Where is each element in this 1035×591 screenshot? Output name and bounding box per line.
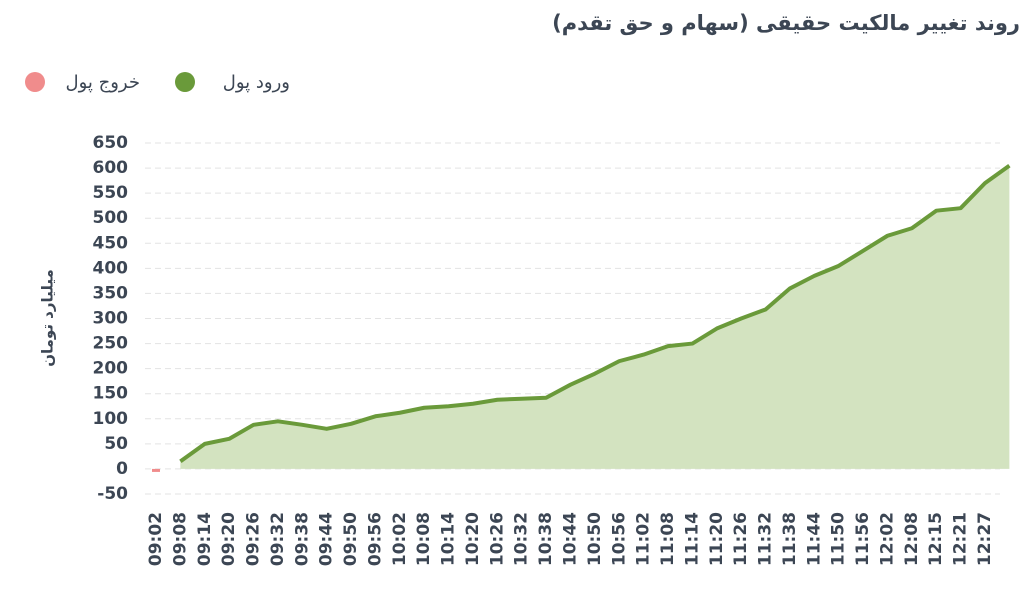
x-tick-label: 09:08 <box>170 512 190 566</box>
y-axis-label: میلیارد تومان <box>39 269 57 367</box>
y-tick-label: 0 <box>116 459 128 479</box>
y-tick-label: 350 <box>93 283 129 303</box>
y-tick-label: 450 <box>93 233 129 253</box>
x-tick-label: 10:56 <box>609 512 629 566</box>
x-tick-label: 11:14 <box>682 512 702 566</box>
x-tick-label: 09:02 <box>146 512 166 566</box>
x-tick-label: 11:38 <box>780 512 800 566</box>
chart-title: روند تغییر مالکیت حقیقی (سهام و حق تقدم) <box>552 11 1020 35</box>
legend-marker <box>175 72 195 92</box>
x-tick-label: 10:44 <box>561 512 581 566</box>
x-tick-label: 12:08 <box>902 512 922 566</box>
x-tick-label: 10:08 <box>414 512 434 566</box>
x-tick-label: 10:20 <box>463 512 483 566</box>
x-tick-label: 11:44 <box>804 512 824 566</box>
y-tick-label: 250 <box>93 334 129 354</box>
x-tick-label: 10:02 <box>390 512 410 566</box>
x-tick-label: 09:14 <box>195 512 215 566</box>
x-tick-label: 12:02 <box>877 512 897 566</box>
x-tick-label: 12:15 <box>926 512 946 566</box>
legend-label: ورود پول <box>223 72 290 93</box>
y-tick-label: 300 <box>93 309 129 329</box>
x-tick-label: 09:20 <box>219 512 239 566</box>
x-tick-label: 12:21 <box>951 512 971 566</box>
y-tick-label: 500 <box>93 208 129 228</box>
x-tick-label: 11:56 <box>853 512 873 566</box>
x-tick-label: 12:27 <box>975 512 995 566</box>
x-tick-label: 09:26 <box>244 512 264 566</box>
x-tick-label: 10:50 <box>585 512 605 566</box>
x-tick-label: 10:26 <box>487 512 507 566</box>
legend-marker <box>25 72 45 92</box>
x-tick-label: 09:50 <box>341 512 361 566</box>
y-tick-label: 550 <box>93 183 129 203</box>
x-tick-label: 11:50 <box>829 512 849 566</box>
legend-label: خروج پول <box>66 72 140 93</box>
x-tick-label: 11:08 <box>658 512 678 566</box>
y-tick-label: 400 <box>93 258 129 278</box>
x-tick-label: 10:14 <box>439 512 459 566</box>
x-tick-label: 09:32 <box>268 512 288 566</box>
y-tick-label: 50 <box>104 434 128 454</box>
x-tick-label: 09:56 <box>365 512 385 566</box>
area-point <box>152 468 160 472</box>
line <box>179 163 1011 464</box>
area-fill <box>180 165 1010 469</box>
x-tick-label: 11:26 <box>731 512 751 566</box>
y-tick-label: 600 <box>93 158 129 178</box>
y-tick-label: 150 <box>93 384 129 404</box>
x-tick-label: 10:38 <box>536 512 556 566</box>
x-tick-label: 09:38 <box>292 512 312 566</box>
y-tick-label: 650 <box>93 133 129 153</box>
x-tick-label: 10:32 <box>512 512 532 566</box>
y-tick-label: 100 <box>93 409 129 429</box>
x-tick-label: 09:44 <box>317 512 337 566</box>
x-tick-label: 11:20 <box>707 512 727 566</box>
y-tick-label: -50 <box>97 484 128 504</box>
x-tick-label: 11:32 <box>756 512 776 566</box>
x-tick-label: 11:02 <box>634 512 654 566</box>
y-tick-label: 200 <box>93 359 129 379</box>
